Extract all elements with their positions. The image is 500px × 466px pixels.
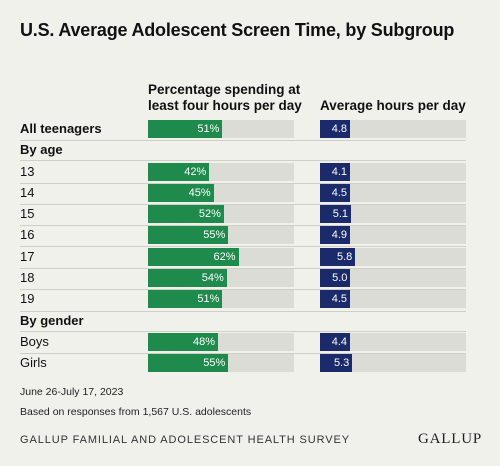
pct-bar-track: 51% xyxy=(148,120,294,138)
hours-bar: 5.8 xyxy=(320,248,356,266)
row-divider xyxy=(20,140,466,141)
pct-bar: 48% xyxy=(148,333,219,351)
chart-row: 19 51% 4.5 xyxy=(0,290,500,308)
row-divider xyxy=(20,225,466,226)
hours-bar: 5.0 xyxy=(320,269,351,287)
hours-bar-track: 4.9 xyxy=(320,226,466,244)
survey-basis: Based on responses from 1,567 U.S. adole… xyxy=(20,406,252,418)
category-label: All teenagers xyxy=(20,121,102,136)
row-divider xyxy=(20,183,466,184)
hours-bar-track: 5.0 xyxy=(320,269,466,287)
row-divider xyxy=(20,289,466,290)
hours-bar-track: 4.1 xyxy=(320,163,466,181)
chart-row: Boys 48% 4.4 xyxy=(0,333,500,351)
hours-bar: 5.3 xyxy=(320,354,353,372)
gallup-logo: GALLUP xyxy=(418,431,482,447)
hours-bar: 4.8 xyxy=(320,120,350,138)
pct-bar: 55% xyxy=(148,226,229,244)
survey-source: GALLUP FAMILIAL AND ADOLESCENT HEALTH SU… xyxy=(20,434,350,446)
hours-bar-track: 4.8 xyxy=(320,120,466,138)
hours-bar-track: 4.4 xyxy=(320,333,466,351)
pct-bar-track: 55% xyxy=(148,354,294,372)
survey-dates: June 26-July 17, 2023 xyxy=(20,386,124,398)
pct-bar: 51% xyxy=(148,120,223,138)
row-divider xyxy=(20,246,466,247)
hours-bar: 4.5 xyxy=(320,290,350,308)
chart-title: U.S. Average Adolescent Screen Time, by … xyxy=(20,20,455,40)
group-label: By gender xyxy=(20,313,84,328)
hours-bar-track: 5.8 xyxy=(320,248,466,266)
pct-bar-track: 54% xyxy=(148,269,294,287)
hours-bar: 4.1 xyxy=(320,163,350,181)
chart-row: 15 52% 5.1 xyxy=(0,205,500,223)
row-divider xyxy=(20,311,466,312)
pct-bar-track: 51% xyxy=(148,290,294,308)
pct-bar-track: 55% xyxy=(148,226,294,244)
pct-bar-track: 48% xyxy=(148,333,294,351)
hours-bar-track: 5.3 xyxy=(320,354,466,372)
row-divider xyxy=(20,353,466,354)
pct-bar: 55% xyxy=(148,354,229,372)
row-divider xyxy=(20,160,466,161)
pct-bar: 52% xyxy=(148,205,224,223)
hours-bar-track: 4.5 xyxy=(320,290,466,308)
hours-bar: 4.5 xyxy=(320,184,350,202)
pct-bar: 45% xyxy=(148,184,214,202)
category-label: 16 xyxy=(20,227,35,242)
pct-bar-track: 52% xyxy=(148,205,294,223)
group-header: By age xyxy=(0,141,500,159)
category-label: Boys xyxy=(20,334,49,349)
hours-column-header: Average hours per day xyxy=(320,98,466,113)
row-divider xyxy=(20,268,466,269)
group-header: By gender xyxy=(0,312,500,330)
chart-row: 17 62% 5.8 xyxy=(0,248,500,266)
pct-column-header: Percentage spending at least four hours … xyxy=(148,82,302,113)
pct-bar: 62% xyxy=(148,248,239,266)
pct-bar: 54% xyxy=(148,269,227,287)
group-label: By age xyxy=(20,142,63,157)
category-label: 17 xyxy=(20,249,35,264)
hours-bar: 5.1 xyxy=(320,205,352,223)
chart-row: All teenagers 51% 4.8 xyxy=(0,120,500,138)
hours-bar: 4.4 xyxy=(320,333,350,351)
pct-bar-track: 42% xyxy=(148,163,294,181)
hours-bar-track: 5.1 xyxy=(320,205,466,223)
row-divider xyxy=(20,331,466,332)
chart-row: 14 45% 4.5 xyxy=(0,184,500,202)
category-label: 18 xyxy=(20,270,35,285)
category-label: 19 xyxy=(20,291,35,306)
category-label: 13 xyxy=(20,164,35,179)
category-label: 14 xyxy=(20,185,35,200)
pct-bar-track: 62% xyxy=(148,248,294,266)
chart-row: 16 55% 4.9 xyxy=(0,226,500,244)
category-label: Girls xyxy=(20,355,47,370)
hours-bar-track: 4.5 xyxy=(320,184,466,202)
chart-row: 13 42% 4.1 xyxy=(0,163,500,181)
pct-bar-track: 45% xyxy=(148,184,294,202)
hours-bar: 4.9 xyxy=(320,226,350,244)
pct-bar: 51% xyxy=(148,290,223,308)
chart-row: Girls 55% 5.3 xyxy=(0,354,500,372)
category-label: 15 xyxy=(20,206,35,221)
chart-row: 18 54% 5.0 xyxy=(0,269,500,287)
pct-bar: 42% xyxy=(148,163,210,181)
row-divider xyxy=(20,204,466,205)
